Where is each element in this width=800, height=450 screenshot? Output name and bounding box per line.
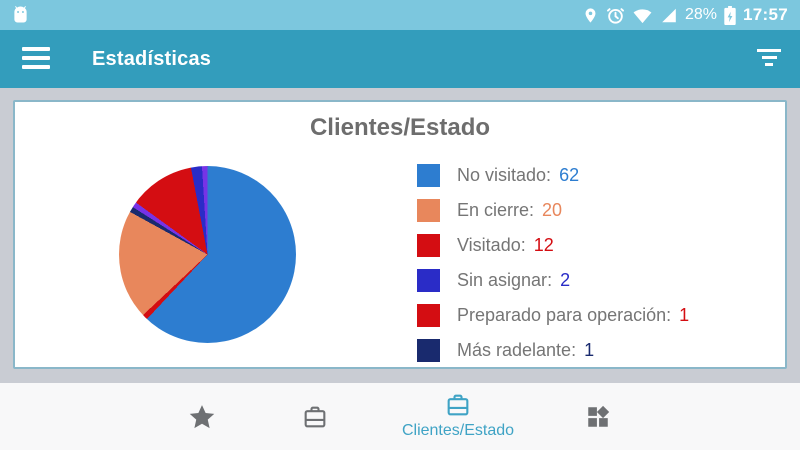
legend-item: Sin asignar 2	[417, 269, 689, 292]
legend-swatch	[417, 234, 440, 257]
legend-label: En cierre	[457, 200, 534, 221]
nav-item-clientes-estado[interactable]: Clientes/Estado	[395, 383, 521, 450]
wifi-icon	[632, 7, 653, 24]
legend-value: 12	[533, 235, 554, 255]
location-icon	[582, 6, 599, 25]
chart-title: Clientes/Estado	[309, 114, 491, 141]
widgets-icon	[585, 404, 611, 430]
bottom-nav: Clientes/Estado	[0, 383, 800, 450]
briefcase-icon	[301, 403, 329, 431]
pie-chart[interactable]	[119, 166, 296, 343]
legend-item: Preparado para operación 1	[417, 304, 689, 327]
legend-value: 20	[542, 200, 563, 220]
nav-item-favorites[interactable]	[157, 383, 247, 450]
legend-swatch	[417, 269, 440, 292]
legend-swatch	[417, 339, 440, 362]
legend-swatch	[417, 199, 440, 222]
briefcase-icon	[444, 391, 472, 419]
nav-item-widgets[interactable]	[553, 383, 643, 450]
nav-item-portfolio[interactable]	[270, 383, 360, 450]
legend-item: En cierre 20	[417, 199, 689, 222]
chart-card: Clientes/Estado No visitado 62 En cierre…	[13, 100, 787, 369]
signal-icon	[660, 7, 678, 24]
legend-value: 2	[560, 270, 571, 290]
legend-label: No visitado	[457, 165, 551, 186]
legend-label: Sin asignar	[457, 270, 552, 291]
nav-item-label: Clientes/Estado	[401, 422, 515, 439]
android-notification-icon	[10, 5, 31, 26]
legend-item: No visitado 62	[417, 164, 689, 187]
menu-icon[interactable]	[22, 47, 50, 71]
app-bar: Estadísticas	[0, 30, 800, 88]
filter-icon[interactable]	[756, 47, 782, 71]
legend-label: Más radelante	[457, 340, 576, 361]
legend-swatch	[417, 304, 440, 327]
battery-percent: 28%	[684, 6, 718, 23]
battery-charging-icon	[724, 5, 736, 25]
legend-label: Preparado para operación	[457, 305, 671, 326]
star-icon	[187, 402, 217, 432]
legend-value: 1	[679, 305, 690, 325]
legend-value: 62	[559, 165, 580, 185]
legend-swatch	[417, 164, 440, 187]
page-title: Estadísticas	[92, 47, 212, 70]
legend-label: Visitado	[457, 235, 526, 256]
legend-item: Visitado 12	[417, 234, 689, 257]
legend-item: Más radelante 1	[417, 339, 689, 362]
legend-value: 1	[584, 340, 595, 360]
chart-legend: No visitado 62 En cierre 20 Visitado 12 …	[417, 164, 689, 374]
alarm-icon	[606, 6, 625, 25]
status-bar: 28% 17:57	[0, 0, 800, 30]
clock-text: 17:57	[743, 5, 788, 24]
